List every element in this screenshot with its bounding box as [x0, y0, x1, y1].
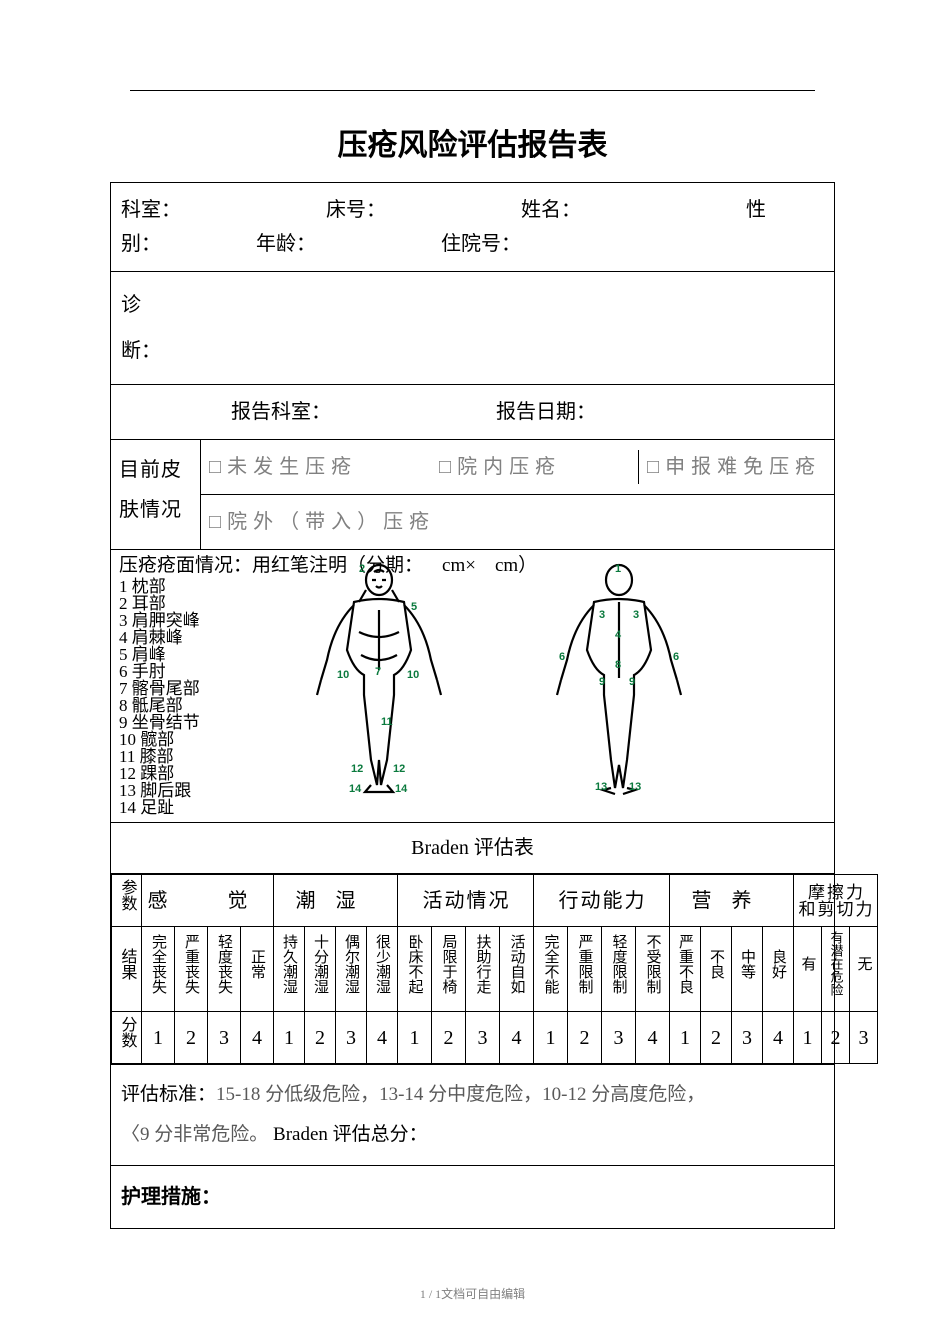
svg-text:2: 2 — [359, 563, 365, 575]
list-item: 7 髂骨尾部 — [119, 680, 279, 697]
svg-text:12: 12 — [393, 763, 405, 775]
braden-title: Braden 评估表 — [111, 823, 834, 874]
skin-opt-2[interactable]: □院内压疮 — [439, 450, 639, 484]
table-row: 分数 1 2 3 4 1 2 3 4 1 2 3 4 1 2 3 4 — [112, 1012, 878, 1064]
braden-group: 感 觉 — [142, 875, 274, 927]
form-container: 科室： 床号： 姓名： 性 别： 年龄： 住院号： 诊 断： 报告科室： 报告日… — [110, 182, 835, 1229]
svg-text:11: 11 — [381, 716, 393, 728]
svg-text:14: 14 — [349, 783, 362, 795]
body-front-icon: 2 5 10 7 10 11 12 12 14 14 — [289, 560, 469, 795]
sex-label: 性 — [746, 193, 766, 227]
report-dept-label: 报告科室： — [231, 395, 491, 429]
braden-group: 营养 — [670, 875, 794, 927]
svg-text:9: 9 — [599, 676, 605, 688]
report-date-label: 报告日期： — [496, 401, 596, 423]
braden-table: 参数 感 觉 潮湿 活动情况 行动能力 营养 摩擦力和剪切力 结果 完全丧失 严… — [111, 874, 878, 1064]
nursing-row: 护理措施： — [111, 1166, 834, 1228]
list-item: 13 脚后跟 — [119, 782, 279, 799]
list-item: 14 足趾 — [119, 799, 279, 816]
svg-text:4: 4 — [615, 629, 622, 641]
braden-group-friction: 摩擦力和剪切力 — [794, 875, 878, 927]
braden-group: 行动能力 — [534, 875, 670, 927]
svg-text:5: 5 — [411, 601, 417, 613]
list-item: 12 踝部 — [119, 765, 279, 782]
wound-site-list: 1 枕部 2 耳部 3 肩胛突峰 4 肩棘峰 5 肩峰 6 手肘 7 髂骨尾部 … — [119, 578, 279, 816]
svg-text:7: 7 — [375, 666, 381, 678]
skin-left-label: 目前皮 肤情况 — [111, 440, 201, 549]
svg-text:13: 13 — [629, 781, 641, 793]
skin-opt-1[interactable]: □未发生压疮 — [209, 450, 439, 484]
report-row: 报告科室： 报告日期： — [111, 385, 834, 440]
diagnosis-label-1: 诊 — [121, 294, 141, 316]
svg-text:9: 9 — [629, 676, 635, 688]
svg-text:10: 10 — [407, 669, 419, 681]
dept-label: 科室： — [121, 193, 181, 227]
braden-group: 活动情况 — [398, 875, 534, 927]
list-item: 3 肩胛突峰 — [119, 612, 279, 629]
list-item: 8 骶尾部 — [119, 697, 279, 714]
skin-opt-4[interactable]: □院外（带入）压疮 — [209, 511, 435, 533]
skin-opt-3[interactable]: □申报难免压疮 — [647, 450, 834, 484]
svg-text:1: 1 — [615, 563, 621, 575]
svg-text:12: 12 — [351, 763, 363, 775]
svg-text:6: 6 — [673, 651, 679, 663]
name-label: 姓名： — [521, 193, 581, 227]
skin-condition-row: 目前皮 肤情况 □未发生压疮 □院内压疮 □申报难免压疮 □院外（带入）压疮 — [111, 440, 834, 550]
svg-text:13: 13 — [595, 781, 607, 793]
braden-group: 潮湿 — [274, 875, 398, 927]
wound-diagram-row: 压疮疮面情况：用红笔注明（分期： cm× cm） 1 枕部 2 耳部 3 肩胛突… — [111, 550, 834, 823]
table-row: 参数 感 觉 潮湿 活动情况 行动能力 营养 摩擦力和剪切力 — [112, 875, 878, 927]
list-item: 5 肩峰 — [119, 646, 279, 663]
svg-text:10: 10 — [337, 669, 349, 681]
svg-text:6: 6 — [559, 651, 565, 663]
list-item: 11 膝部 — [119, 748, 279, 765]
list-item: 9 坐骨结节 — [119, 714, 279, 731]
page-footer: 1 / 1文档可自由编辑 — [0, 1285, 945, 1302]
bed-label: 床号： — [326, 193, 386, 227]
svg-text:14: 14 — [395, 783, 408, 795]
braden-table-row: 参数 感 觉 潮湿 活动情况 行动能力 营养 摩擦力和剪切力 结果 完全丧失 严… — [111, 874, 834, 1065]
svg-text:3: 3 — [599, 609, 605, 621]
page-title: 压疮风险评估报告表 — [110, 120, 835, 164]
list-item: 4 肩棘峰 — [119, 629, 279, 646]
list-item: 2 耳部 — [119, 595, 279, 612]
list-item: 10 髋部 — [119, 731, 279, 748]
list-item: 6 手肘 — [119, 663, 279, 680]
diagnosis-label-2: 断： — [121, 340, 161, 362]
svg-text:8: 8 — [615, 659, 621, 671]
header-rule — [130, 90, 815, 91]
table-row: 结果 完全丧失 严重丧失 轻度丧失 正常 持久潮湿 十分潮湿 偶尔潮湿 很少潮湿… — [112, 927, 878, 1012]
diagnosis-row: 诊 断： — [111, 272, 834, 385]
admission-label: 住院号： — [441, 227, 521, 261]
svg-text:3: 3 — [633, 609, 639, 621]
criteria-row: 评估标准：15-18 分低级危险，13-14 分中度危险，10-12 分高度危险… — [111, 1065, 834, 1166]
sex-label-2: 别： — [121, 227, 161, 261]
age-label: 年龄： — [256, 227, 316, 261]
list-item: 1 枕部 — [119, 578, 279, 595]
patient-info-row: 科室： 床号： 姓名： 性 别： 年龄： 住院号： — [111, 183, 834, 272]
body-back-icon: 1 3 3 4 6 6 8 9 9 13 13 — [529, 560, 709, 795]
